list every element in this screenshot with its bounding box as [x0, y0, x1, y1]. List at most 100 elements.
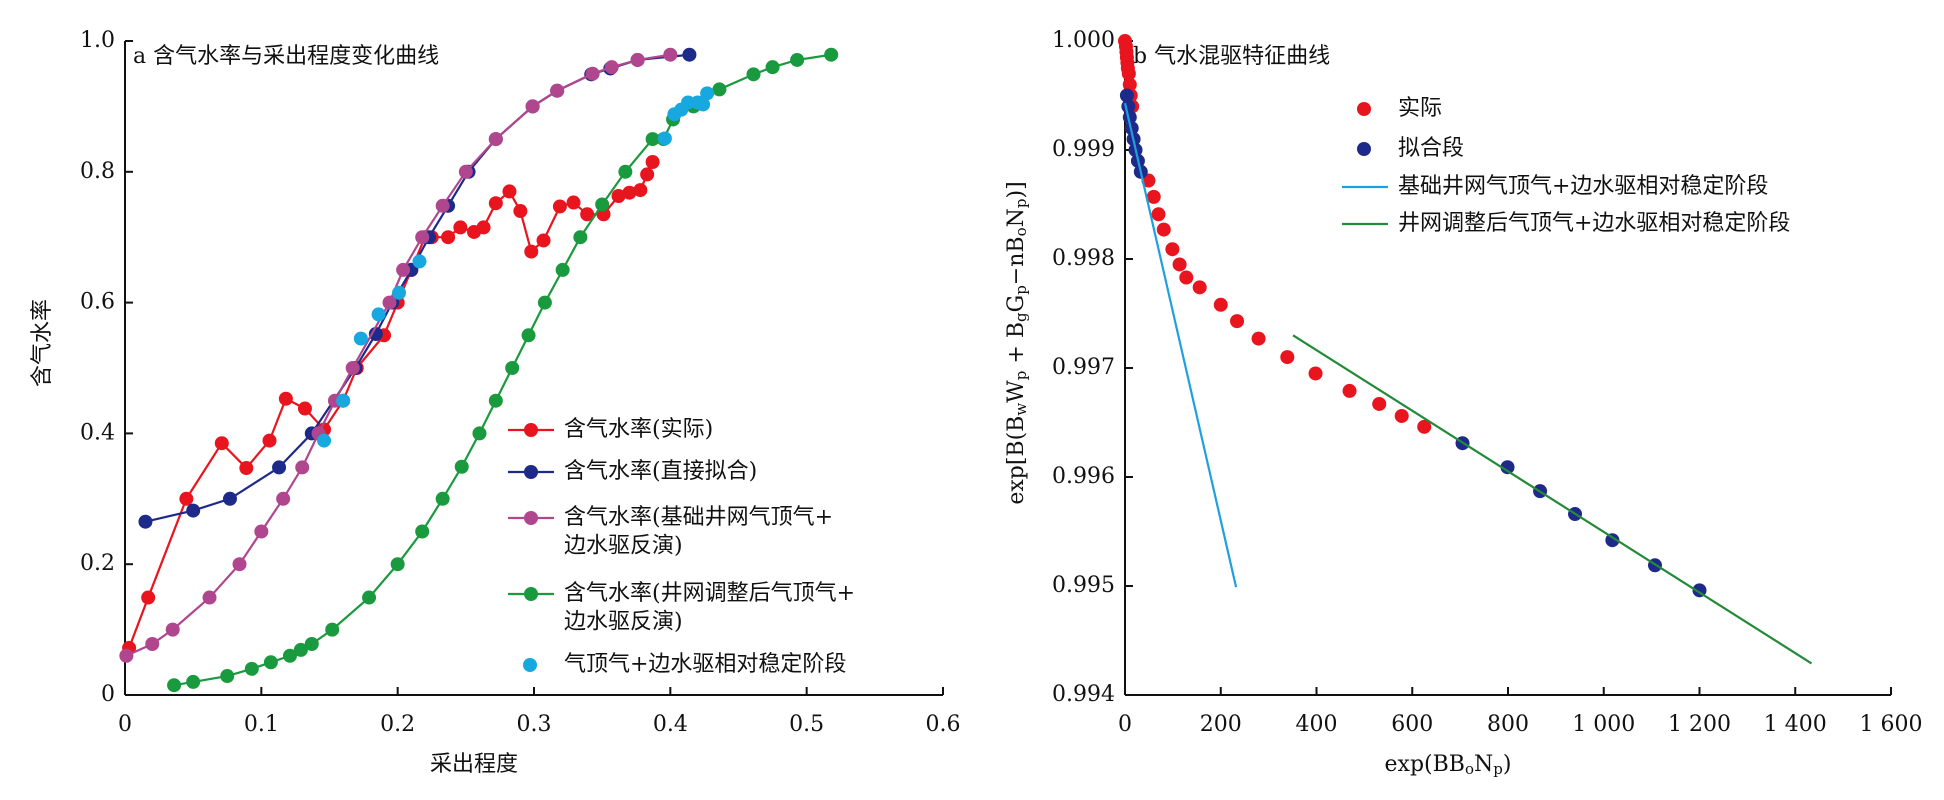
- x-tick-label: 0.6: [926, 712, 961, 737]
- data-point: [435, 491, 450, 506]
- x-axis-label: exp(BBoNp): [1385, 752, 1512, 778]
- data-point: [1119, 88, 1134, 103]
- data-point: [1146, 189, 1161, 204]
- legend-marker: [524, 423, 538, 437]
- data-point: [396, 262, 411, 277]
- x-tick-label: 0.2: [380, 712, 415, 737]
- data-point: [371, 307, 386, 322]
- y-axis-label-part: p: [1012, 285, 1030, 295]
- data-point: [712, 82, 727, 97]
- x-tick-label: 200: [1200, 712, 1242, 737]
- x-tick-label: 0.1: [244, 712, 279, 737]
- x-axis-label-part: N: [1474, 752, 1493, 777]
- y-tick-label: 0.998: [1052, 246, 1115, 271]
- data-point: [145, 636, 160, 651]
- y-axis-label-part: p: [1012, 371, 1030, 381]
- data-point: [293, 642, 308, 657]
- data-point: [222, 491, 237, 506]
- data-point: [1605, 533, 1620, 548]
- x-tick-label: 0.5: [789, 712, 824, 737]
- legend-marker: [1357, 102, 1371, 116]
- y-tick-label: 1.0: [80, 28, 115, 53]
- series-line: [1123, 102, 1238, 588]
- data-point: [696, 97, 711, 112]
- data-point: [1372, 396, 1387, 411]
- data-point: [524, 244, 539, 259]
- y-axis-label-part: o: [1012, 227, 1030, 236]
- data-point: [585, 66, 600, 81]
- data-point: [368, 326, 383, 341]
- data-point: [521, 328, 536, 343]
- data-point: [415, 230, 430, 245]
- data-point: [682, 47, 697, 62]
- data-point: [513, 204, 528, 219]
- data-point: [645, 154, 660, 169]
- data-point: [1280, 350, 1295, 365]
- x-tick-label: 600: [1391, 712, 1433, 737]
- data-point: [1151, 207, 1166, 222]
- x-axis-label: 采出程度: [430, 752, 518, 777]
- data-point: [552, 199, 567, 214]
- x-tick-label: 1 400: [1764, 712, 1827, 737]
- data-point: [1394, 408, 1409, 423]
- legend-label: 实际: [1398, 96, 1442, 121]
- data-point: [138, 514, 153, 529]
- y-axis-label-part: −nB: [1004, 236, 1029, 285]
- data-point: [700, 86, 715, 101]
- data-point: [472, 426, 487, 441]
- data-point: [1230, 314, 1245, 329]
- y-axis-label-part: N: [1004, 208, 1029, 227]
- x-axis-label-part: p: [1493, 760, 1503, 778]
- data-point: [488, 132, 503, 147]
- data-point: [488, 393, 503, 408]
- data-point: [244, 661, 259, 676]
- data-point: [573, 230, 588, 245]
- data-point: [1500, 460, 1515, 475]
- y-tick-label: 0.8: [80, 159, 115, 184]
- data-point: [663, 47, 678, 62]
- data-point: [336, 393, 351, 408]
- x-axis-label-part: exp(BB: [1385, 752, 1465, 777]
- data-point: [1122, 110, 1137, 125]
- legend-label: 拟合段: [1398, 136, 1464, 161]
- data-point: [458, 164, 473, 179]
- data-point: [502, 184, 517, 199]
- data-point: [1122, 77, 1137, 92]
- y-axis-label-part: exp[B(B: [1004, 416, 1029, 505]
- legend-marker: [524, 587, 538, 601]
- data-point: [141, 590, 156, 605]
- x-tick-label: 1 600: [1860, 712, 1923, 737]
- data-point: [295, 460, 310, 475]
- y-tick-label: 0.2: [80, 551, 115, 576]
- legend-marker: [523, 658, 537, 672]
- data-point: [415, 524, 430, 539]
- data-point: [278, 391, 293, 406]
- data-point: [119, 648, 134, 663]
- data-point: [1192, 280, 1207, 295]
- y-tick-label: 0.996: [1052, 464, 1115, 489]
- data-point: [232, 557, 247, 572]
- x-axis-label-part: ): [1503, 752, 1512, 777]
- data-point: [165, 622, 180, 637]
- x-tick-label: 800: [1487, 712, 1529, 737]
- data-point: [454, 459, 469, 474]
- data-point: [1308, 366, 1323, 381]
- data-point: [525, 99, 540, 114]
- data-point: [441, 230, 456, 245]
- x-axis-label-part: o: [1465, 760, 1474, 778]
- x-tick-label: 0.4: [653, 712, 688, 737]
- data-point: [282, 648, 297, 663]
- y-axis-label-part: p: [1012, 199, 1030, 209]
- x-tick-label: 0.3: [517, 712, 552, 737]
- y-axis-label-part: G: [1004, 295, 1029, 313]
- data-point: [263, 655, 278, 670]
- data-point: [505, 361, 520, 375]
- y-axis-label-part: g: [1012, 312, 1030, 322]
- data-point: [1172, 257, 1187, 272]
- chart-title: a 含气水率与采出程度变化曲线: [133, 44, 439, 69]
- data-point: [362, 590, 377, 605]
- data-point: [633, 183, 648, 198]
- chart-title: b 气水混驱特征曲线: [1133, 44, 1330, 69]
- data-point: [765, 60, 780, 75]
- data-point: [272, 460, 287, 475]
